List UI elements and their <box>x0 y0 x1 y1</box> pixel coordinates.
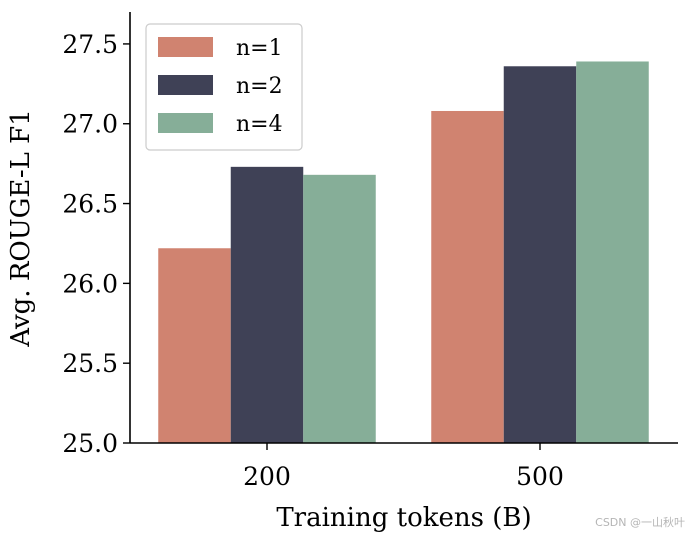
x-axis-title: Training tokens (B) <box>276 503 531 533</box>
bar-n4-200 <box>303 174 376 444</box>
y-tick-label: 27.0 <box>62 110 118 139</box>
axes-layer <box>129 12 678 444</box>
bars-layer <box>158 61 649 444</box>
x-tick-label: 200 <box>243 462 291 491</box>
y-tick-label: 26.5 <box>62 190 118 219</box>
y-tick-label: 27.5 <box>62 30 118 59</box>
y-tick-label: 26.0 <box>62 269 118 298</box>
legend-swatch-n4 <box>158 113 213 133</box>
y-tick-label: 25.0 <box>62 429 118 458</box>
bar-n2-500 <box>503 66 577 443</box>
bar-n1-200 <box>158 248 231 443</box>
y-tick-label: 25.5 <box>62 349 118 378</box>
x-ticks: 200 500 <box>243 443 564 491</box>
legend-label-n4: n=4 <box>236 112 283 137</box>
legend-label-n2: n=2 <box>236 74 283 99</box>
legend-swatch-n2 <box>158 75 213 95</box>
legend: n=1 n=2 n=4 <box>145 23 303 151</box>
watermark: CSDN @一山秋叶 <box>595 515 685 529</box>
y-axis-title: Avg. ROUGE-L F1 <box>6 109 36 348</box>
bar-n2-200 <box>230 166 304 443</box>
x-tick-label: 500 <box>516 462 564 491</box>
bar-n1-500 <box>431 110 504 443</box>
legend-label-n1: n=1 <box>236 36 283 61</box>
legend-swatch-n1 <box>158 37 213 57</box>
bar-n4-500 <box>576 61 649 444</box>
y-ticks: 25.0 25.5 26.0 26.5 27.0 27.5 <box>62 30 130 458</box>
